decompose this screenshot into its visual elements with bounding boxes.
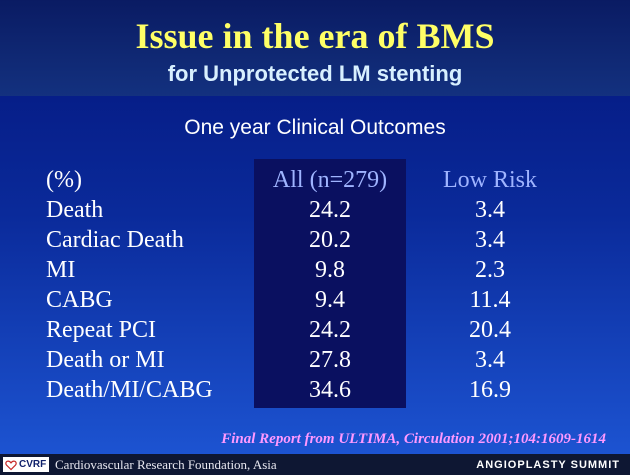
low-risk-value: 3.4 <box>475 347 505 373</box>
footer-bar: CVRF Cardiovascular Research Foundation,… <box>0 454 630 475</box>
column-header-all: All (n=279) <box>272 167 388 193</box>
cvrf-logo: CVRF <box>3 457 49 472</box>
row-label: Cardiac Death <box>46 227 184 253</box>
row-label: Death <box>46 197 104 223</box>
all-value: 9.4 <box>315 287 345 313</box>
table-row: Cardiac Death 20.2 3.4 <box>0 225 630 255</box>
all-column-highlight <box>254 159 406 408</box>
row-label: Death/MI/CABG <box>46 377 213 403</box>
logo-text: CVRF <box>19 459 47 470</box>
table-row: Death 24.2 3.4 <box>0 195 630 225</box>
section-heading: One year Clinical Outcomes <box>184 116 446 139</box>
table-row: CABG 9.4 11.4 <box>0 285 630 315</box>
table-row: MI 9.8 2.3 <box>0 255 630 285</box>
slide-header: Issue in the era of BMS for Unprotected … <box>0 0 630 96</box>
heart-logo-icon <box>5 460 17 470</box>
table-row: Death/MI/CABG 34.6 16.9 <box>0 375 630 405</box>
all-value: 34.6 <box>309 377 351 403</box>
footer-organization: Cardiovascular Research Foundation, Asia <box>55 457 277 472</box>
all-value: 24.2 <box>309 317 351 343</box>
row-label: MI <box>46 257 76 283</box>
row-label: Death or MI <box>46 347 165 373</box>
slide-subtitle: for Unprotected LM stenting <box>167 61 463 86</box>
row-label: Repeat PCI <box>46 317 156 343</box>
low-risk-value: 20.4 <box>469 317 511 343</box>
all-value: 24.2 <box>309 197 351 223</box>
low-risk-value: 16.9 <box>469 377 511 403</box>
low-risk-value: 2.3 <box>475 257 505 283</box>
table-row: Repeat PCI 24.2 20.4 <box>0 315 630 345</box>
all-value: 20.2 <box>309 227 351 253</box>
low-risk-value: 3.4 <box>475 227 505 253</box>
citation: Final Report from ULTIMA, Circulation 20… <box>221 431 606 447</box>
unit-label: (%) <box>46 167 82 193</box>
slide-title: Issue in the era of BMS <box>135 16 495 56</box>
all-value: 27.8 <box>309 347 351 373</box>
low-risk-value: 3.4 <box>475 197 505 223</box>
table-header-row: (%) All (n=279) Low Risk <box>0 165 630 195</box>
table-row: Death or MI 27.8 3.4 <box>0 345 630 375</box>
footer-event-name: ANGIOPLASTY SUMMIT <box>476 459 620 471</box>
row-label: CABG <box>46 287 113 313</box>
low-risk-value: 11.4 <box>469 287 511 313</box>
column-header-low-risk: Low Risk <box>442 167 537 193</box>
all-value: 9.8 <box>315 257 345 283</box>
